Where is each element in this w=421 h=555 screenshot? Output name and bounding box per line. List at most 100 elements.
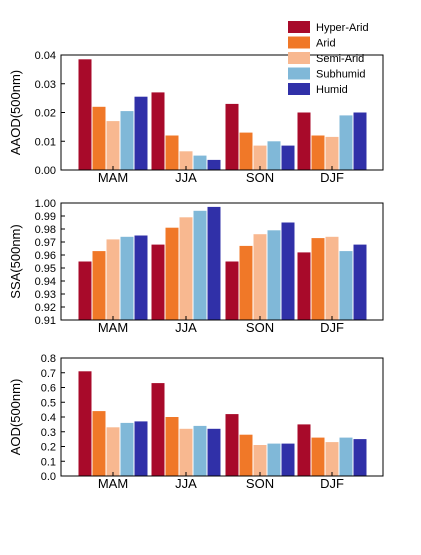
xtick-label-0-djf: DJF — [320, 170, 344, 185]
xtick-label-2-mam: MAM — [98, 476, 128, 491]
bar-2-arid-djf — [311, 437, 325, 476]
bar-0-subhumid-djf — [339, 115, 353, 170]
ytick-label-1: 0.95 — [35, 263, 56, 275]
bar-0-hyper-arid-jja — [151, 92, 165, 170]
bar-2-subhumid-jja — [193, 425, 207, 476]
xtick-label-2-jja: JJA — [175, 476, 197, 491]
xtick-label-2-djf: DJF — [320, 476, 344, 491]
bar-0-semi-arid-son — [253, 145, 267, 170]
bar-0-arid-jja — [165, 135, 179, 170]
xtick-label-1-son: SON — [246, 320, 274, 335]
bar-1-hyper-arid-mam — [78, 261, 92, 320]
bar-2-humid-djf — [353, 439, 367, 476]
bar-2-subhumid-mam — [120, 422, 134, 476]
bar-0-subhumid-mam — [120, 111, 134, 170]
bar-1-subhumid-mam — [120, 236, 134, 320]
xtick-label-1-jja: JJA — [175, 320, 197, 335]
ytick-label-2: 0.7 — [41, 368, 56, 380]
ytick-label-1: 0.94 — [35, 276, 56, 288]
xtick-label-0-son: SON — [246, 170, 274, 185]
bar-2-hyper-arid-djf — [297, 424, 311, 476]
bar-0-hyper-arid-djf — [297, 112, 311, 170]
bar-1-subhumid-jja — [193, 210, 207, 320]
bar-1-arid-son — [239, 245, 253, 320]
bar-2-arid-mam — [92, 411, 106, 476]
ytick-label-2: 0.2 — [41, 442, 56, 454]
ytick-label-2: 0.1 — [41, 456, 56, 468]
bar-1-subhumid-son — [267, 230, 281, 320]
ytick-label-2: 0.8 — [41, 353, 56, 365]
bar-2-humid-mam — [134, 421, 148, 476]
legend-label-hyper-arid: Hyper-Arid — [316, 22, 369, 34]
bar-1-humid-djf — [353, 244, 367, 320]
bar-2-hyper-arid-mam — [78, 371, 92, 476]
bar-2-semi-arid-djf — [325, 442, 339, 476]
bar-1-humid-mam — [134, 235, 148, 320]
axes-frame-1 — [60, 202, 384, 321]
ytick-label-1: 0.97 — [35, 237, 56, 249]
legend-label-semi-arid: Semi-Arid — [316, 53, 364, 65]
xtick-label-0-jja: JJA — [175, 170, 197, 185]
bar-0-semi-arid-djf — [325, 136, 339, 170]
bar-0-hyper-arid-son — [225, 103, 239, 170]
bar-0-humid-djf — [353, 112, 367, 170]
ytick-label-2: 0.4 — [41, 412, 56, 424]
ytick-label-0: 0.03 — [35, 79, 56, 91]
bar-0-humid-jja — [207, 159, 221, 170]
bar-2-humid-jja — [207, 428, 221, 476]
bar-0-humid-son — [281, 145, 295, 170]
bar-1-arid-mam — [92, 251, 106, 320]
bar-0-subhumid-jja — [193, 155, 207, 170]
ytick-label-1: 0.93 — [35, 289, 56, 301]
legend-swatch-subhumid — [288, 67, 310, 80]
ytick-label-1: 0.91 — [35, 315, 56, 327]
ytick-label-2: 0.3 — [41, 427, 56, 439]
ytick-label-0: 0.01 — [35, 136, 56, 148]
y-axis-label-0: AAOD(500nm) — [8, 70, 23, 155]
bar-2-hyper-arid-jja — [151, 383, 165, 476]
bar-2-subhumid-djf — [339, 437, 353, 476]
bar-0-subhumid-son — [267, 141, 281, 171]
bar-2-subhumid-son — [267, 443, 281, 476]
ytick-label-1: 0.99 — [35, 211, 56, 223]
legend-swatch-humid — [288, 83, 310, 95]
legend-swatch-arid — [288, 36, 310, 49]
ytick-label-0: 0.02 — [35, 108, 56, 120]
bar-0-arid-djf — [311, 135, 325, 170]
bar-2-hyper-arid-son — [225, 414, 239, 476]
bar-2-arid-son — [239, 434, 253, 476]
ytick-label-1: 0.98 — [35, 224, 56, 236]
legend-swatch-hyper-arid — [288, 21, 310, 33]
bar-1-hyper-arid-son — [225, 261, 239, 320]
ytick-label-2: 0.0 — [41, 471, 56, 483]
y-axis-label-1: SSA(500nm) — [8, 224, 23, 298]
bar-2-humid-son — [281, 443, 295, 476]
bar-0-arid-son — [239, 132, 253, 170]
bar-0-semi-arid-jja — [179, 151, 193, 170]
bar-2-arid-jja — [165, 417, 179, 476]
bar-2-semi-arid-son — [253, 445, 267, 476]
bar-2-semi-arid-mam — [106, 427, 120, 476]
bar-1-humid-son — [281, 222, 295, 320]
xtick-label-1-djf: DJF — [320, 320, 344, 335]
bar-0-semi-arid-mam — [106, 121, 120, 170]
ytick-label-1: 0.92 — [35, 302, 56, 314]
bar-1-hyper-arid-djf — [297, 252, 311, 320]
xtick-label-0-mam: MAM — [98, 170, 128, 185]
bar-1-humid-jja — [207, 206, 221, 320]
bar-1-semi-arid-son — [253, 234, 267, 320]
bar-1-semi-arid-djf — [325, 236, 339, 320]
ytick-label-1: 0.96 — [35, 250, 56, 262]
ytick-label-2: 0.6 — [41, 383, 56, 395]
bar-1-arid-jja — [165, 227, 179, 320]
bar-2-semi-arid-jja — [179, 428, 193, 476]
bar-1-semi-arid-jja — [179, 217, 193, 320]
ytick-label-0: 0.04 — [35, 50, 56, 62]
bar-1-arid-djf — [311, 238, 325, 320]
xtick-label-1-mam: MAM — [98, 320, 128, 335]
legend-label-humid: Humid — [316, 84, 348, 96]
ytick-label-0: 0.00 — [35, 165, 56, 177]
legend-label-subhumid: Subhumid — [316, 69, 366, 81]
bar-0-hyper-arid-mam — [78, 59, 92, 170]
